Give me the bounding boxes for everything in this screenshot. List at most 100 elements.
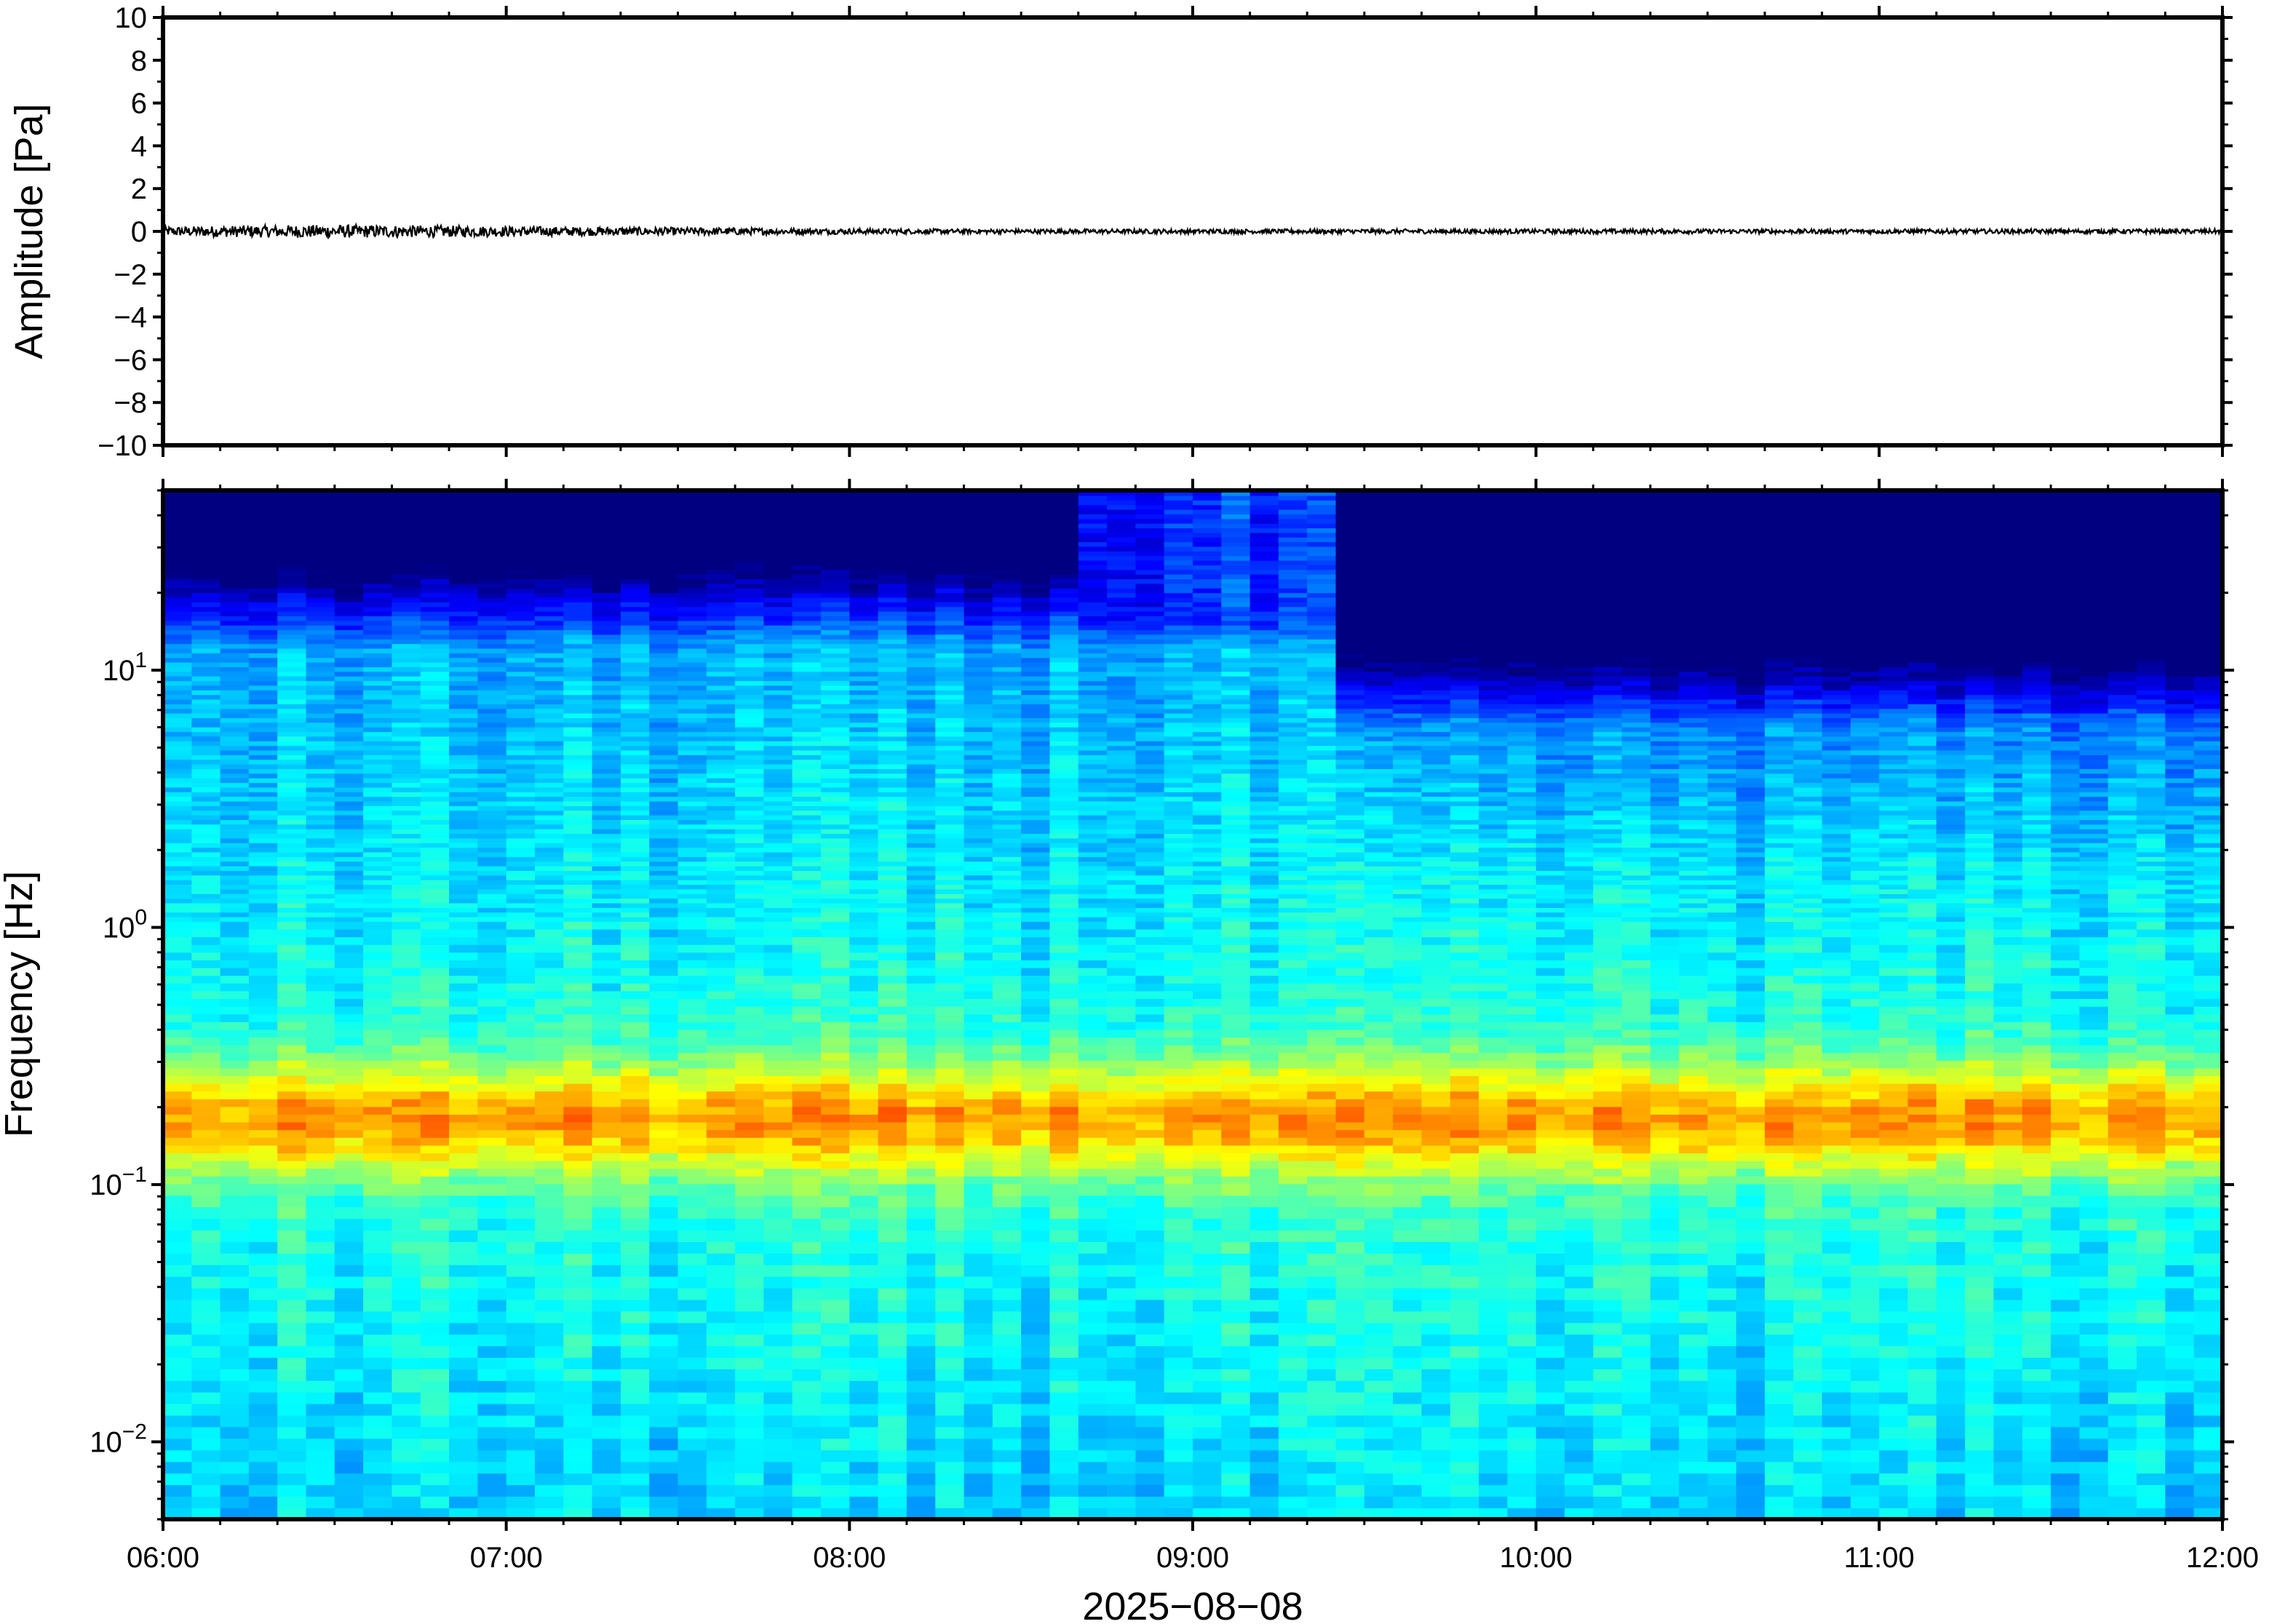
spectrogram-cell <box>306 1099 335 1107</box>
spectrogram-cell <box>677 708 707 714</box>
spectrogram-cell <box>620 842 650 848</box>
spectrogram-cell <box>535 998 565 1007</box>
spectrogram-cell <box>735 902 765 908</box>
spectrogram-cell <box>334 1014 364 1022</box>
spectrogram-cell <box>763 1083 793 1092</box>
spectrogram-cell <box>392 912 421 918</box>
spectrogram-cell <box>792 1414 822 1428</box>
spectrogram-cell <box>992 1496 1022 1508</box>
spectrogram-cell <box>277 597 307 602</box>
spectrogram-cell <box>992 1275 1022 1289</box>
spectrogram-cell <box>906 671 936 677</box>
spectrogram-cell <box>992 990 1022 999</box>
spectrogram-cell <box>1021 620 1051 626</box>
spectrogram-cell <box>592 916 621 922</box>
spectrogram-cell <box>163 1414 193 1428</box>
spectrogram-cell <box>849 921 879 930</box>
spectrogram-cell <box>735 616 765 621</box>
spectrogram-cell <box>706 1357 736 1369</box>
spectrogram-cell <box>649 870 679 876</box>
spectrogram-cell <box>935 704 965 709</box>
spectrogram-cell <box>248 648 278 653</box>
spectrogram-cell <box>992 759 1022 765</box>
spectrogram-cell <box>963 560 993 565</box>
spectrogram-cell <box>506 902 536 908</box>
spectrogram-cell <box>191 768 221 774</box>
spectrogram-cell <box>1021 1508 1051 1519</box>
spectrogram-cell <box>191 800 221 806</box>
spectrogram-cell <box>878 1145 907 1154</box>
spectrogram-cell <box>992 565 1022 570</box>
spectrogram-cell <box>649 759 679 765</box>
spectrogram-cell <box>821 952 851 960</box>
spectrogram-cell <box>506 898 536 904</box>
spectrogram-cell <box>334 1067 364 1076</box>
spectrogram-cell <box>363 648 393 653</box>
spectrogram-cell <box>649 791 679 797</box>
spectrogram-cell <box>535 1322 565 1335</box>
spectrogram-cell <box>763 708 793 714</box>
spectrogram-cell <box>477 726 507 733</box>
spectrogram-cell <box>563 1426 593 1439</box>
spectrogram-cell <box>735 1496 765 1508</box>
spectrogram-cell <box>592 1275 621 1289</box>
spectrogram-cell <box>620 782 650 788</box>
spectrogram-cell <box>906 653 936 658</box>
spectrogram-cell <box>963 1206 993 1219</box>
spectrogram-cell <box>677 1168 707 1177</box>
spectrogram-cell <box>963 755 993 760</box>
spectrogram-cell <box>248 569 278 575</box>
spectrogram-cell <box>363 1083 393 1092</box>
spectrogram-cell <box>363 1160 393 1169</box>
spectrogram-cell <box>1021 1449 1051 1462</box>
spectrogram-cell <box>706 837 736 843</box>
spectrogram-cell <box>535 833 565 839</box>
spectrogram-cell <box>677 861 707 867</box>
spectrogram-cell <box>963 694 993 700</box>
spectrogram-cell <box>963 1114 993 1123</box>
spectrogram-cell <box>706 1121 736 1131</box>
spectrogram-cell <box>506 1114 536 1123</box>
spectrogram-cell <box>620 1265 650 1277</box>
spectrogram-cell <box>992 588 1022 594</box>
spectrogram-cell <box>706 495 736 501</box>
spectrogram-cell <box>792 777 822 784</box>
spectrogram-cell <box>277 1449 307 1462</box>
spectrogram-cell <box>592 685 621 690</box>
spectrogram-cell <box>763 717 793 723</box>
spectrogram-cell <box>334 1438 364 1451</box>
spectrogram-cell <box>163 629 193 635</box>
spectrogram-cell <box>592 643 621 649</box>
spectrogram-cell <box>963 610 993 616</box>
spectrogram-cell <box>392 1230 421 1242</box>
spectrogram-cell <box>420 952 450 960</box>
spectrogram-cell <box>849 592 879 598</box>
spectrogram-cell <box>592 759 621 765</box>
spectrogram-cell <box>821 787 851 792</box>
spectrogram-cell <box>563 1022 593 1030</box>
spectrogram-cell <box>677 639 707 645</box>
spectrogram-cell <box>191 967 221 976</box>
spectrogram-cell <box>935 661 965 667</box>
spectrogram-cell <box>677 777 707 784</box>
spectrogram-cell <box>277 712 307 718</box>
spectrogram-cell <box>935 819 965 825</box>
spectrogram-cell <box>649 1129 679 1138</box>
spectrogram-cell <box>220 555 250 561</box>
spectrogram-cell <box>963 629 993 635</box>
spectrogram-cell <box>191 870 221 876</box>
spectrogram-cell <box>821 1168 851 1177</box>
spectrogram-cell <box>248 796 278 802</box>
spectrogram-cell <box>163 560 193 565</box>
spectrogram-cell <box>220 624 250 631</box>
spectrogram-cell <box>563 537 593 543</box>
spectrogram-cell <box>449 928 479 938</box>
spectrogram-cell <box>821 870 851 876</box>
spectrogram-cell <box>477 694 507 700</box>
spectrogram-cell <box>906 643 936 649</box>
spectrogram-cell <box>735 1091 765 1099</box>
spectrogram-cell <box>1021 861 1051 867</box>
spectrogram-cell <box>706 1022 736 1030</box>
spectrogram-cell <box>620 532 650 538</box>
spectrogram-cell <box>935 749 965 755</box>
